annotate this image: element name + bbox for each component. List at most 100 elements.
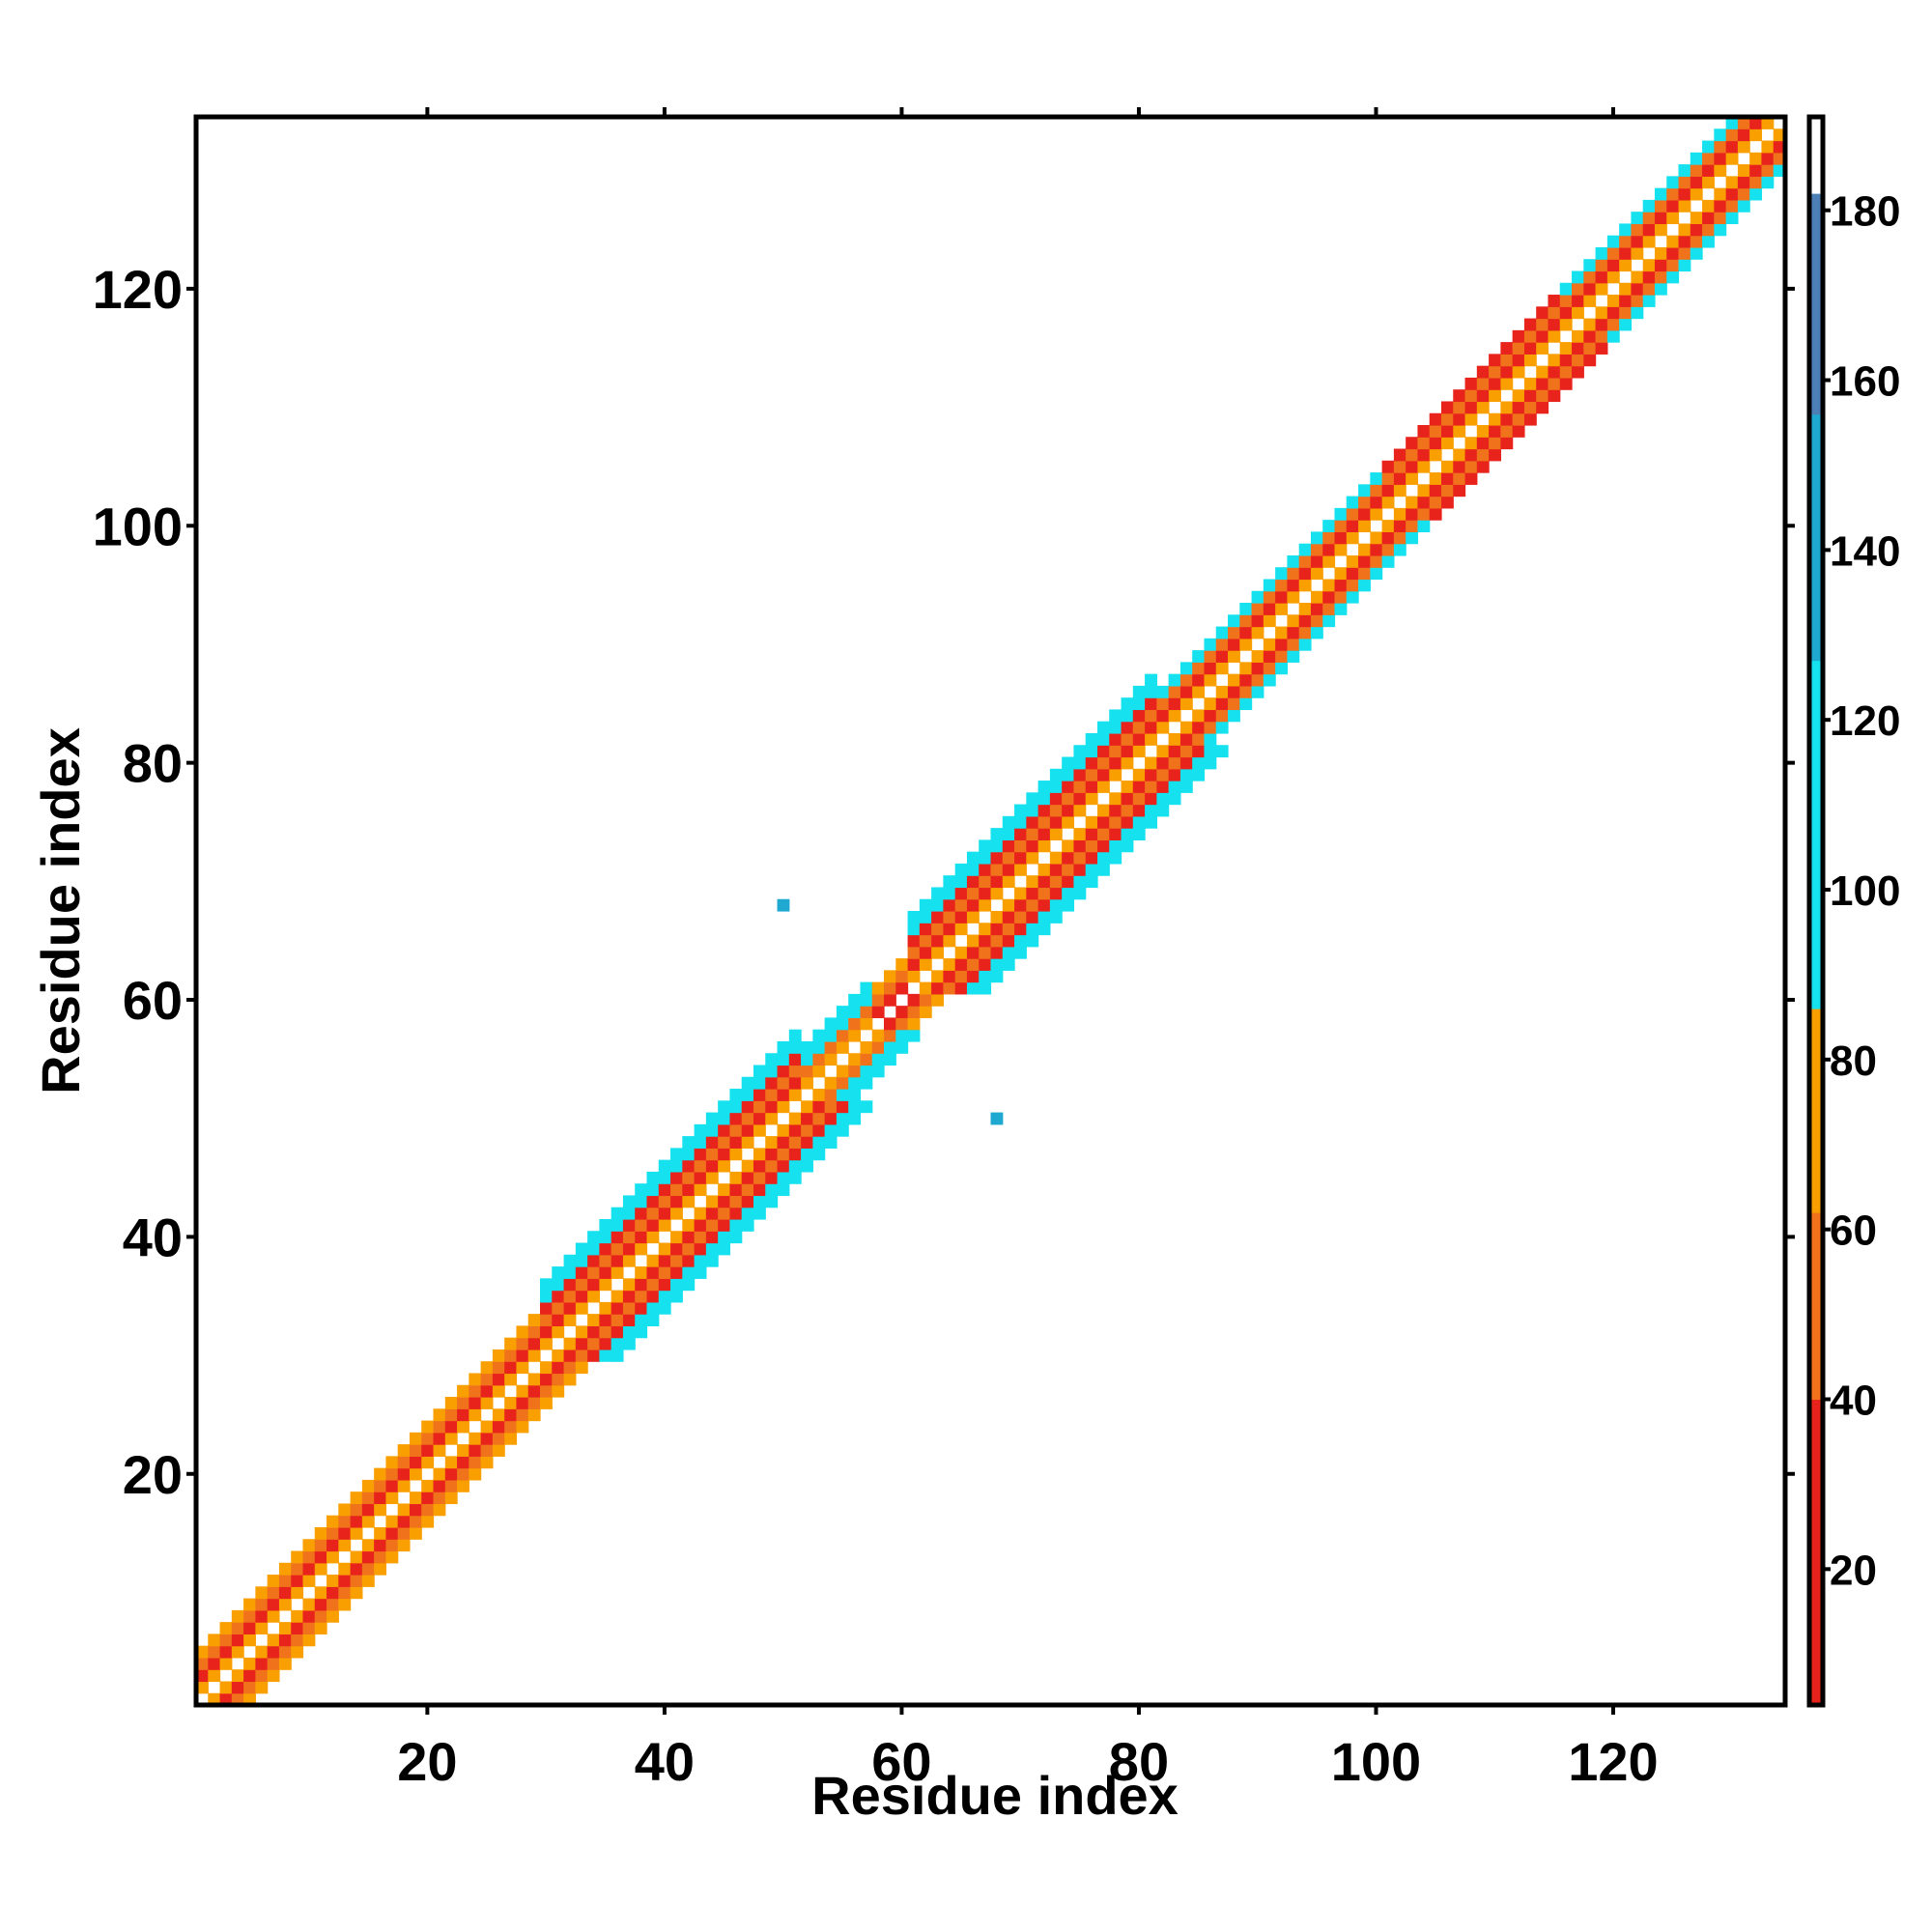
heatmap-cell xyxy=(670,1148,683,1161)
heatmap-cell xyxy=(1393,460,1406,473)
heatmap-cell xyxy=(1370,554,1383,568)
heatmap-cell xyxy=(966,970,980,983)
heatmap-cell xyxy=(409,1492,422,1505)
heatmap-cell xyxy=(1239,638,1253,651)
heatmap-cell xyxy=(1014,911,1027,923)
heatmap-cell xyxy=(611,1301,624,1315)
heatmap-cell xyxy=(1156,697,1170,711)
heatmap-cell xyxy=(219,1681,233,1694)
heatmap-cell xyxy=(1429,496,1442,509)
heatmap-cell xyxy=(1109,721,1122,734)
heatmap-cell xyxy=(860,981,873,995)
heatmap-cell xyxy=(1310,567,1323,581)
heatmap-cell xyxy=(219,1634,233,1647)
heatmap-cell xyxy=(1026,839,1039,853)
heatmap-cell xyxy=(1417,460,1431,473)
heatmap-cell xyxy=(492,1361,505,1375)
heatmap-cell xyxy=(1548,389,1561,403)
heatmap-cell xyxy=(1298,554,1312,568)
heatmap-cell xyxy=(1228,650,1240,663)
heatmap-cell xyxy=(1559,377,1573,390)
heatmap-cell xyxy=(611,1231,624,1244)
heatmap-cell xyxy=(907,923,921,936)
heatmap-cell xyxy=(1381,543,1395,556)
heatmap-cell xyxy=(919,958,932,971)
heatmap-cell xyxy=(1453,412,1466,426)
heatmap-cell xyxy=(954,875,968,889)
heatmap-cell xyxy=(931,970,944,983)
heatmap-cell xyxy=(480,1444,494,1457)
heatmap-cell xyxy=(231,1645,244,1659)
heatmap-cell xyxy=(1145,792,1157,806)
heatmap-cell xyxy=(563,1361,577,1375)
heatmap-cell xyxy=(1583,329,1597,343)
heatmap-cell xyxy=(374,1503,387,1517)
heatmap-cell xyxy=(243,1622,256,1634)
heatmap-cell xyxy=(1062,851,1075,865)
heatmap-cell xyxy=(931,911,944,923)
heatmap-cell xyxy=(1690,152,1703,165)
heatmap-cell xyxy=(1619,295,1633,307)
heatmap-cell xyxy=(1429,484,1442,497)
heatmap-cell xyxy=(1548,377,1561,390)
heatmap-cell xyxy=(635,1314,648,1326)
heatmap-cell xyxy=(718,1100,731,1114)
heatmap-cell xyxy=(1298,579,1312,592)
heatmap-cell xyxy=(1096,768,1110,781)
heatmap-cell xyxy=(327,1515,339,1528)
heatmap-cell xyxy=(1179,745,1193,758)
heatmap-cell xyxy=(765,1065,779,1078)
heatmap-cell xyxy=(622,1195,636,1208)
heatmap-cell xyxy=(729,1183,743,1197)
heatmap-cell xyxy=(1026,887,1039,900)
heatmap-cell xyxy=(1548,295,1561,307)
heatmap-cell xyxy=(1714,164,1727,177)
heatmap-cell xyxy=(409,1432,422,1445)
heatmap-cell xyxy=(682,1231,696,1244)
heatmap-cell xyxy=(267,1586,280,1600)
heatmap-cell xyxy=(255,1609,269,1623)
heatmap-cell xyxy=(480,1384,494,1398)
heatmap-cell xyxy=(385,1467,399,1481)
heatmap-cell xyxy=(504,1397,518,1409)
heatmap-cell xyxy=(492,1420,505,1434)
heatmap-cell xyxy=(943,887,956,900)
heatmap-cell xyxy=(1037,839,1051,853)
heatmap-cell xyxy=(480,1420,494,1434)
heatmap-cell xyxy=(729,1136,743,1149)
heatmap-cell xyxy=(871,993,885,1007)
heatmap-cell xyxy=(1631,306,1644,320)
heatmap-cell xyxy=(1215,709,1229,723)
heatmap-cell xyxy=(1204,745,1217,758)
heatmap-cell xyxy=(777,1053,790,1066)
heatmap-cell xyxy=(646,1171,660,1184)
heatmap-cell xyxy=(765,1148,779,1161)
heatmap-cell xyxy=(1192,732,1206,746)
heatmap-cell xyxy=(1322,554,1336,568)
heatmap-cell xyxy=(397,1526,411,1540)
heatmap-cell xyxy=(587,1231,600,1244)
heatmap-cell xyxy=(1714,187,1727,201)
heatmap-cell xyxy=(1523,318,1537,331)
heatmap-cell xyxy=(1002,934,1015,948)
heatmap-cell xyxy=(1358,567,1371,581)
heatmap-cell xyxy=(658,1290,671,1303)
colorbar-segment xyxy=(1809,413,1823,662)
heatmap-cell xyxy=(267,1598,280,1611)
heatmap-cell xyxy=(1334,579,1348,592)
heatmap-cell xyxy=(1026,875,1039,889)
heatmap-cell xyxy=(421,1456,435,1469)
heatmap-cell xyxy=(444,1432,458,1445)
heatmap-cell xyxy=(1121,709,1134,723)
heatmap-cell xyxy=(540,1290,553,1303)
heatmap-cell xyxy=(1381,554,1395,568)
heatmap-cell xyxy=(1049,887,1063,900)
heatmap-cell xyxy=(1179,721,1193,734)
heatmap-cell xyxy=(1476,389,1490,403)
heatmap-cell xyxy=(635,1290,648,1303)
heatmap-cell xyxy=(1606,295,1620,307)
heatmap-cell xyxy=(954,898,968,912)
heatmap-cell xyxy=(919,993,932,1007)
heatmap-cell xyxy=(777,1148,790,1161)
heatmap-cell xyxy=(611,1218,624,1232)
